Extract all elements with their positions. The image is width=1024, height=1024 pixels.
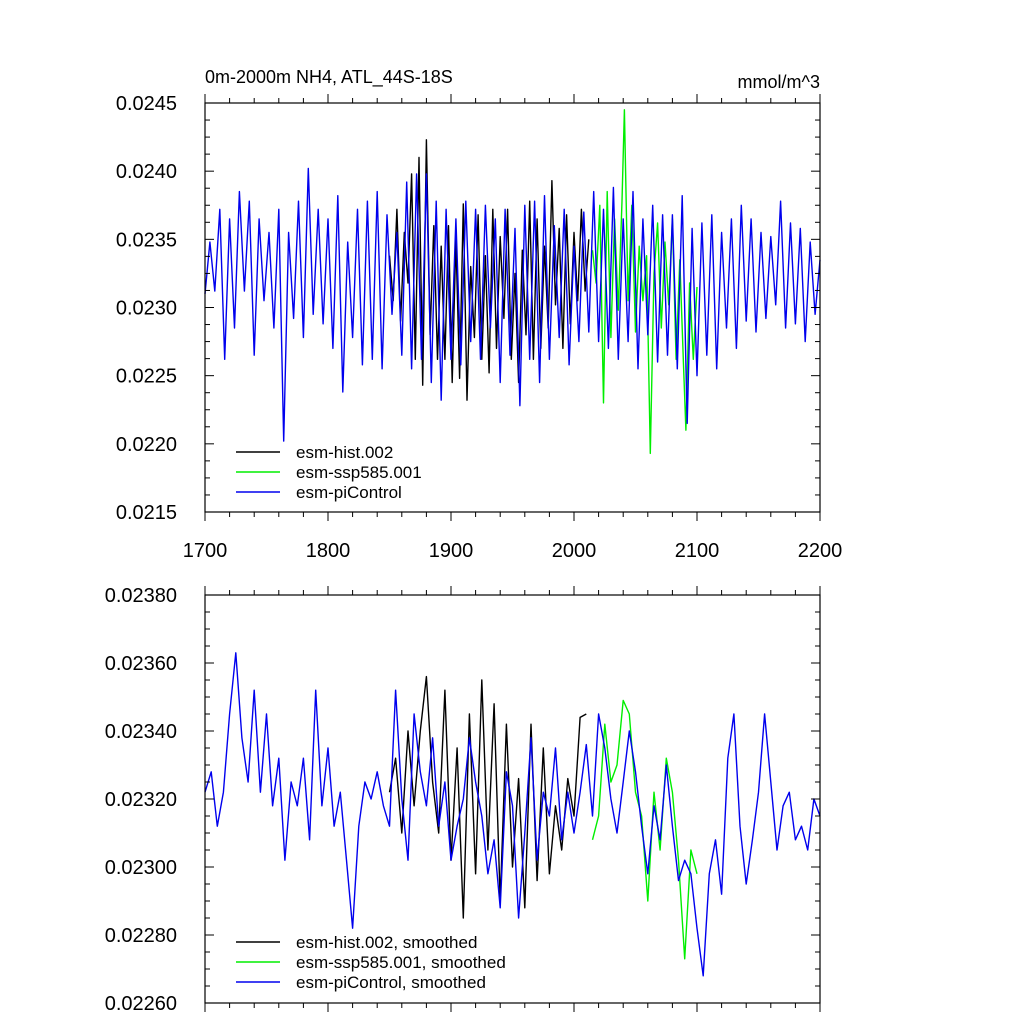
- x-tick-label: 2000: [552, 540, 597, 562]
- legend-label: esm-piControl: [296, 483, 402, 502]
- y-tick-label: 0.02280: [105, 925, 177, 947]
- series-line-1: [591, 699, 698, 960]
- x-tick-label: 2100: [675, 540, 720, 562]
- y-tick-label: 0.02300: [105, 857, 177, 879]
- y-tick-label: 0.0230: [116, 298, 177, 320]
- top-chart-units: mmol/m^3: [738, 72, 820, 92]
- legend-label: esm-hist.002, smoothed: [296, 933, 477, 952]
- legend-label: esm-ssp585.001, smoothed: [296, 953, 506, 972]
- series-line-0: [388, 675, 587, 919]
- y-tick-label: 0.0215: [116, 502, 177, 524]
- y-tick-label: 0.0225: [116, 366, 177, 388]
- legend-label: esm-ssp585.001: [296, 463, 422, 482]
- top-series-layer: [204, 109, 821, 455]
- legend-label: esm-piControl, smoothed: [296, 973, 486, 992]
- top-axes: 1700 1800 1900 2000 2100 2200 0.0215 0.0220 0.02…: [116, 93, 842, 562]
- bottom-panel: 0.02260 0.02280 0.02300 0.02320 0.02340 0.023…: [105, 585, 821, 1015]
- y-tick-label: 0.0235: [116, 229, 177, 251]
- bottom-axes: 0.02260 0.02280 0.02300 0.02320 0.02340 0.023…: [105, 585, 821, 1015]
- top-chart-title: 0m-2000m NH4, ATL_44S-18S: [205, 67, 453, 88]
- y-tick-label: 0.0220: [116, 434, 177, 456]
- y-tick-label: 0.02340: [105, 721, 177, 743]
- series-line-0: [388, 139, 590, 401]
- legend-label: esm-hist.002: [296, 443, 393, 462]
- series-line-2: [204, 652, 821, 977]
- series-line-2: [204, 167, 821, 442]
- y-tick-label: 0.0240: [116, 161, 177, 183]
- bottom-series-layer: [204, 652, 821, 977]
- y-tick-label: 0.02360: [105, 653, 177, 675]
- y-tick-label: 0.02380: [105, 585, 177, 607]
- y-tick-label: 0.02260: [105, 993, 177, 1015]
- x-tick-label: 1800: [306, 540, 351, 562]
- x-tick-label: 2200: [798, 540, 843, 562]
- y-tick-label: 0.0245: [116, 93, 177, 115]
- x-tick-label: 1700: [183, 540, 228, 562]
- x-tick-label: 1900: [429, 540, 474, 562]
- y-tick-label: 0.02320: [105, 789, 177, 811]
- series-line-1: [591, 109, 698, 455]
- top-panel: 0m-2000m NH4, ATL_44S-18S mmol/m^3 1700 1…: [116, 67, 842, 562]
